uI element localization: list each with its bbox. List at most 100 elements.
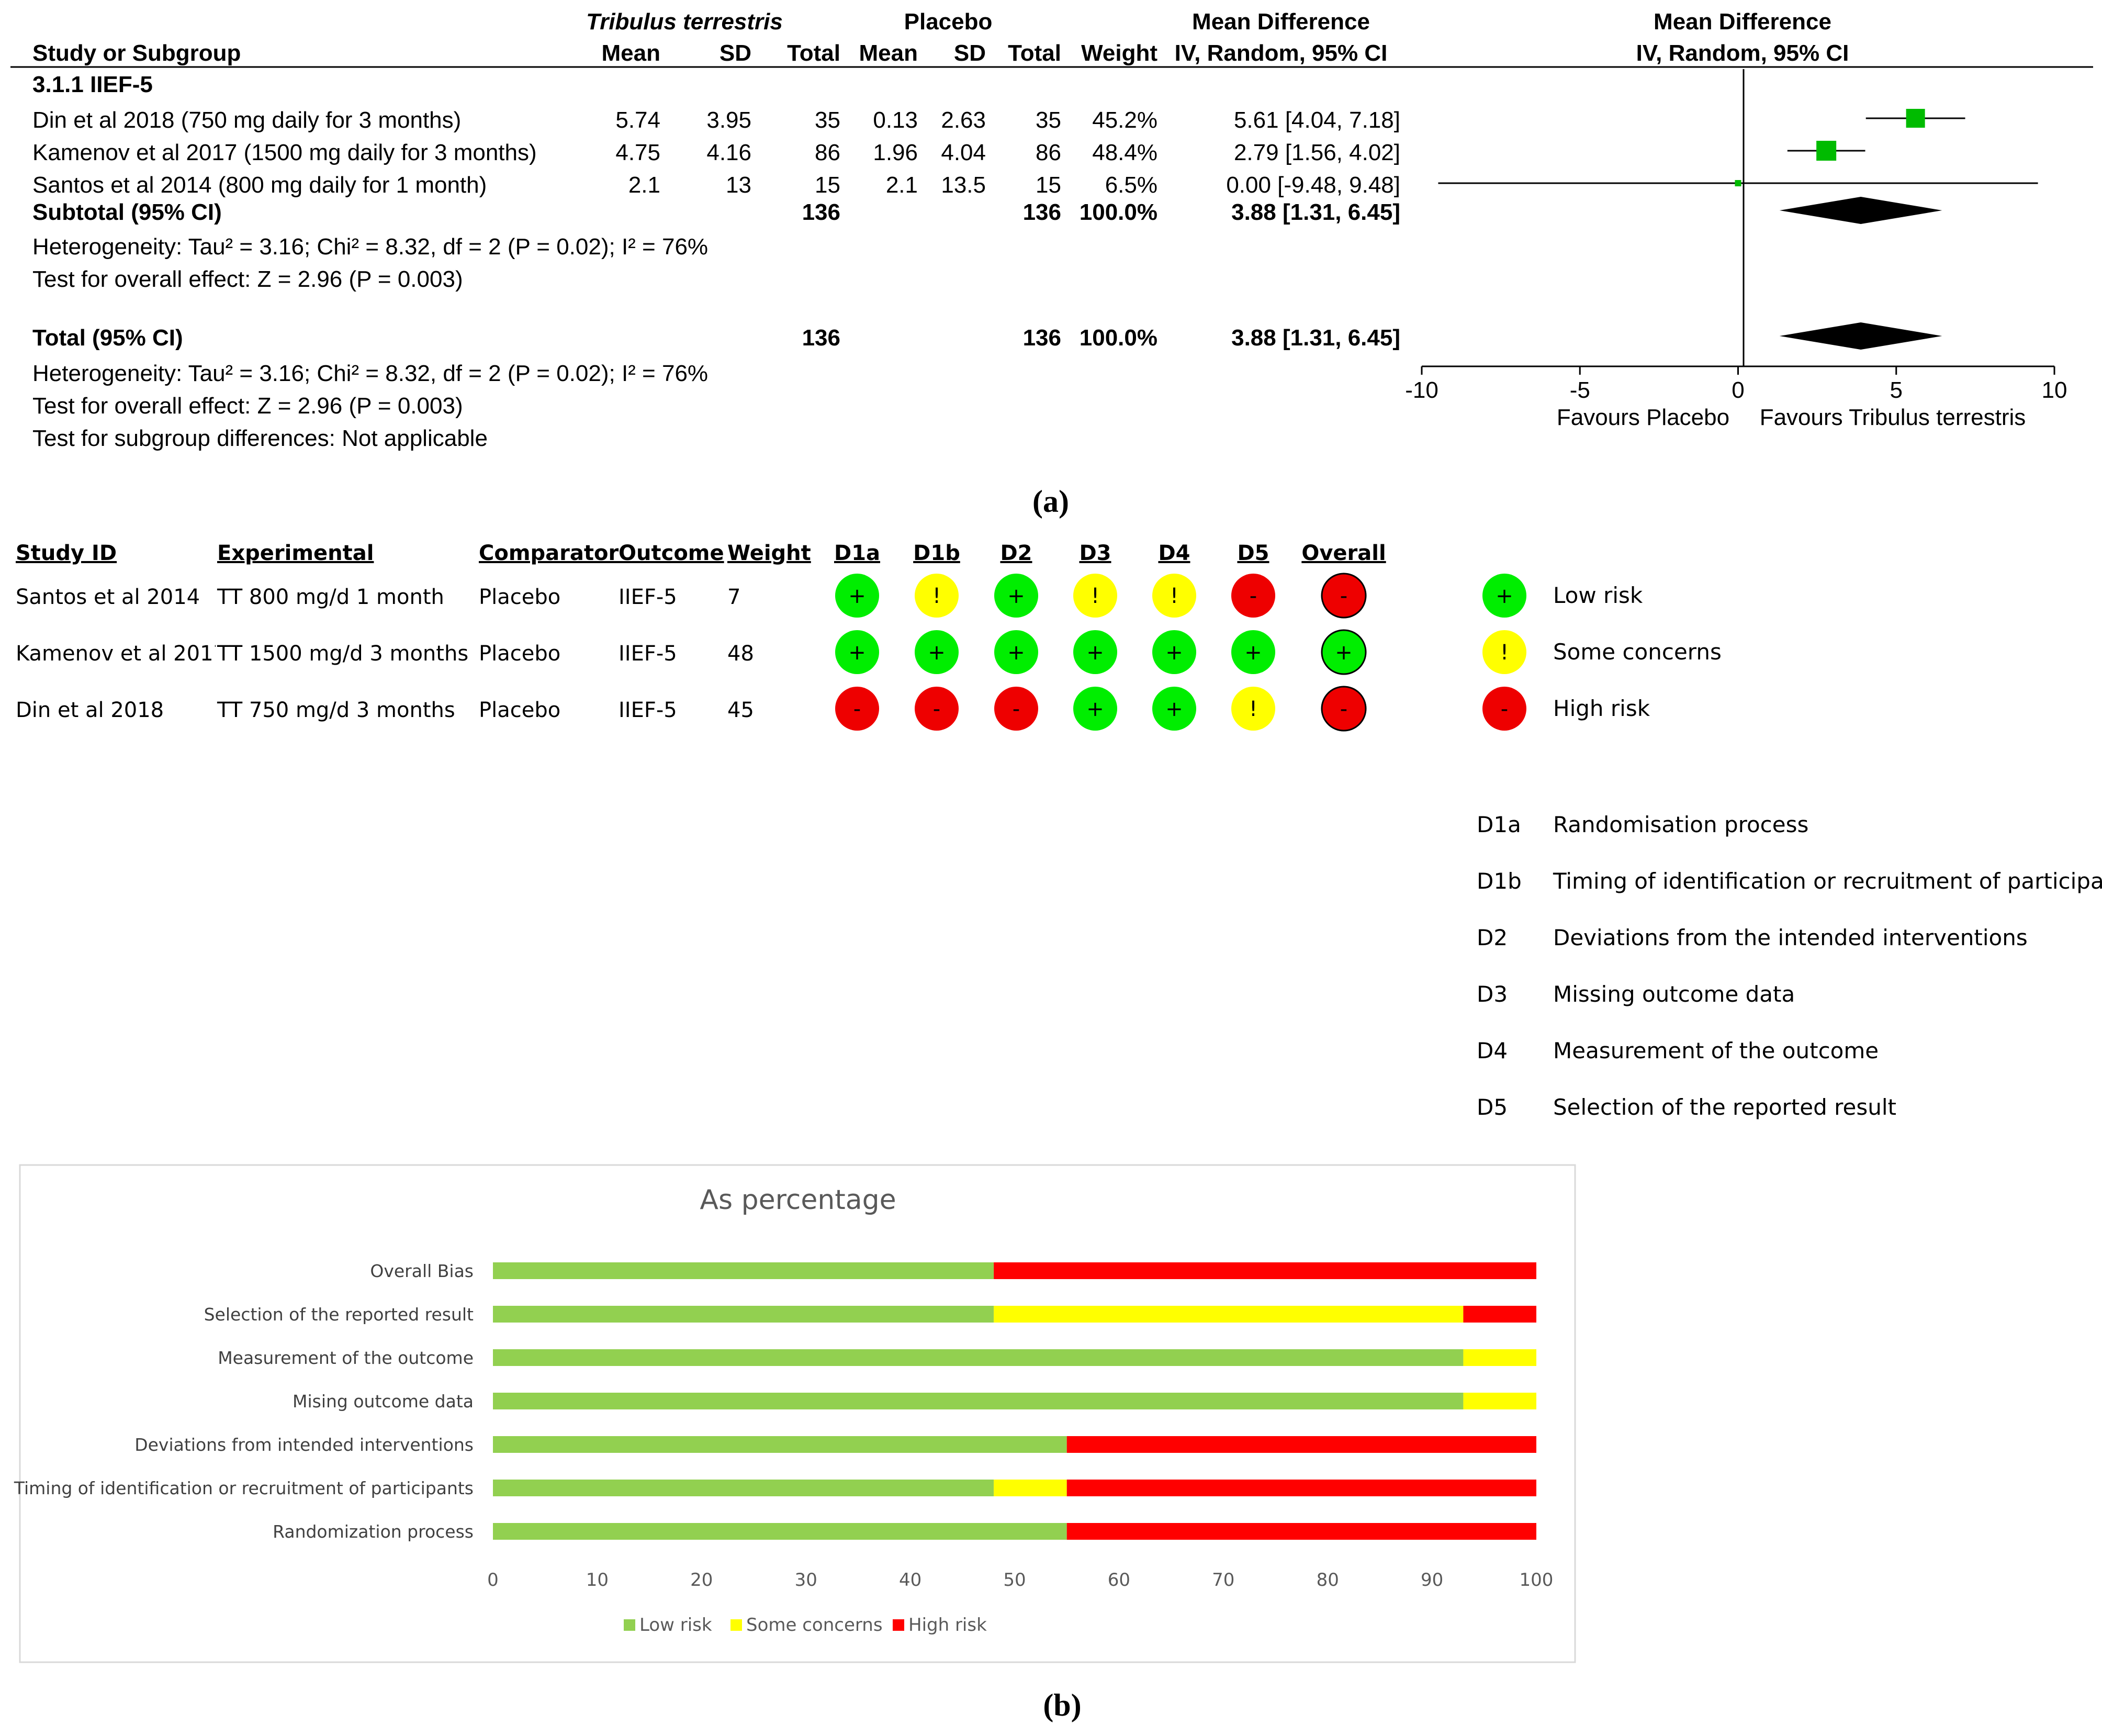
subgroup-differences: Test for subgroup differences: Not appli…	[32, 425, 488, 451]
total-row: Total (95% CI) 136 136 100.0% 3.88 [1.31…	[32, 325, 1400, 351]
rob-dot-symbol: !	[932, 584, 941, 608]
rob-outcome: IIEF-5	[619, 642, 677, 666]
forest-point	[1906, 108, 1925, 128]
exp-mean: 5.74	[615, 107, 660, 133]
x-tick-label: 60	[1108, 1570, 1130, 1591]
study-name: Din et al 2018 (750 mg daily for 3 month…	[32, 107, 461, 133]
ctl-total: 35	[1036, 107, 1061, 133]
domain-desc: Randomisation process	[1553, 812, 1808, 837]
x-tick-label: 30	[795, 1570, 817, 1591]
rob-row-2: Kamenov et al 2017 TT 1500 mg/d 3 months…	[16, 642, 754, 666]
category-label: Measurement of the outcome	[218, 1348, 474, 1368]
rob-dot-symbol: +	[1244, 641, 1262, 665]
domain-code: D1a	[1477, 812, 1521, 837]
rob-domain-header: D1a	[834, 541, 880, 565]
col-exp-sd: SD	[720, 40, 751, 66]
category-label: Randomization process	[273, 1521, 474, 1542]
rob-comp: Placebo	[479, 585, 560, 609]
bar-some-concerns	[994, 1480, 1067, 1496]
rob-dot-symbol: +	[1086, 697, 1104, 721]
rob-dot-symbol: !	[1170, 584, 1178, 608]
forest-tick-label: -10	[1405, 377, 1438, 403]
rob-head-exp: Experimental	[217, 541, 374, 565]
rob-outcome: IIEF-5	[619, 585, 677, 609]
legend-label: Some concerns	[1553, 639, 1722, 665]
x-tick-label: 90	[1421, 1570, 1443, 1591]
study-name: Santos et al 2014 (800 mg daily for 1 mo…	[32, 172, 487, 198]
ctl-sd: 2.63	[941, 107, 986, 133]
exp-sd: 4.16	[706, 140, 751, 165]
rob-dot-symbol: +	[1165, 697, 1183, 721]
x-tick-label: 40	[899, 1570, 921, 1591]
md-header-right: Mean Difference	[1654, 9, 1831, 35]
forest-tick-label: 5	[1890, 377, 1903, 403]
legend-high-dot	[1482, 687, 1526, 731]
rob-dot-symbol: +	[848, 584, 866, 608]
rob-head-comp: Comparator	[479, 541, 619, 565]
ctl-group-header: Placebo	[904, 9, 993, 35]
rob-comp: Placebo	[479, 642, 560, 666]
category-label: Deviations from intended interventions	[134, 1435, 474, 1455]
bar-low-risk	[493, 1349, 1464, 1366]
rob-row-1: Santos et al 2014 TT 800 mg/d 1 month Pl…	[16, 585, 740, 609]
rob-low-dot	[1073, 687, 1117, 731]
exp-sd: 3.95	[706, 107, 751, 133]
subtotal-ctl-total: 136	[1023, 199, 1061, 225]
exp-total: 15	[815, 172, 840, 198]
rob-high-dot	[1231, 574, 1275, 618]
chart-category-labels: Overall Bias Selection of the reported re…	[14, 1261, 474, 1542]
subtotal-weight: 100.0%	[1080, 199, 1157, 225]
col-ctl-sd: SD	[954, 40, 986, 66]
md-ci: 2.79 [1.56, 4.02]	[1234, 140, 1400, 165]
col-weight: Weight	[1081, 40, 1157, 66]
exp-sd: 13	[726, 172, 751, 198]
subtotal-ci: 3.88 [1.31, 6.45]	[1231, 199, 1400, 225]
tot-heterogeneity: Heterogeneity: Tau² = 3.16; Chi² = 8.32,…	[32, 361, 708, 386]
legend-symbol: +	[1496, 584, 1513, 608]
forest-marks	[1438, 108, 2038, 350]
study-row-1: Din et al 2018 (750 mg daily for 3 month…	[32, 107, 1400, 133]
subtotal-exp-total: 136	[802, 199, 840, 225]
md-ci: 5.61 [4.04, 7.18]	[1234, 107, 1400, 133]
bar-high-risk	[1066, 1436, 1536, 1453]
exp-total: 86	[815, 140, 840, 165]
rob-domain-header: D3	[1079, 541, 1111, 565]
md-ci: 0.00 [-9.48, 9.48]	[1226, 172, 1400, 198]
sub-heterogeneity: Heterogeneity: Tau² = 3.16; Chi² = 8.32,…	[32, 234, 708, 260]
legend-label: Low risk	[639, 1615, 712, 1636]
rob-dot-symbol: -	[1340, 584, 1347, 608]
domain-code: D1b	[1477, 868, 1522, 894]
rob-exp: TT 1500 mg/d 3 months	[217, 642, 468, 666]
legend-label: Some concerns	[746, 1615, 883, 1636]
rob-some-dot	[1231, 687, 1275, 731]
rob-outcome: IIEF-5	[619, 698, 677, 722]
subtotal-label: Subtotal (95% CI)	[32, 199, 222, 225]
rob-domain-header: D1b	[913, 541, 960, 565]
rob-domain-header: D2	[1000, 541, 1032, 565]
rob-low-dot	[835, 630, 879, 674]
bar-low-risk	[493, 1523, 1067, 1540]
rob-dot-symbol: !	[1091, 584, 1099, 608]
domain-desc: Missing outcome data	[1553, 981, 1795, 1007]
ctl-sd: 4.04	[941, 140, 986, 165]
x-tick-label: 100	[1520, 1570, 1554, 1591]
rob-dot-symbol: +	[1335, 641, 1353, 665]
x-tick-label: 70	[1212, 1570, 1234, 1591]
total-exp-total: 136	[802, 325, 840, 351]
total-label: Total (95% CI)	[32, 325, 183, 351]
x-tick-label: 10	[586, 1570, 609, 1591]
rob-head-study: Study ID	[16, 541, 117, 565]
rob-head-outcome: Outcome	[619, 541, 724, 565]
tot-overall-effect: Test for overall effect: Z = 2.96 (P = 0…	[32, 393, 463, 419]
rob-low-dot	[835, 574, 879, 618]
rob-low-dot	[994, 630, 1038, 674]
rob-low-dot	[994, 574, 1038, 618]
study-row-2: Kamenov et al 2017 (1500 mg daily for 3 …	[32, 140, 1400, 165]
sub-overall-effect: Test for overall effect: Z = 2.96 (P = 0…	[32, 266, 463, 292]
rob-some-dot	[1152, 574, 1196, 618]
bar-high-risk	[1066, 1480, 1536, 1496]
rob-weight: 48	[727, 642, 754, 666]
col-study: Study or Subgroup	[32, 40, 241, 66]
rob-low-dot	[1152, 687, 1196, 731]
